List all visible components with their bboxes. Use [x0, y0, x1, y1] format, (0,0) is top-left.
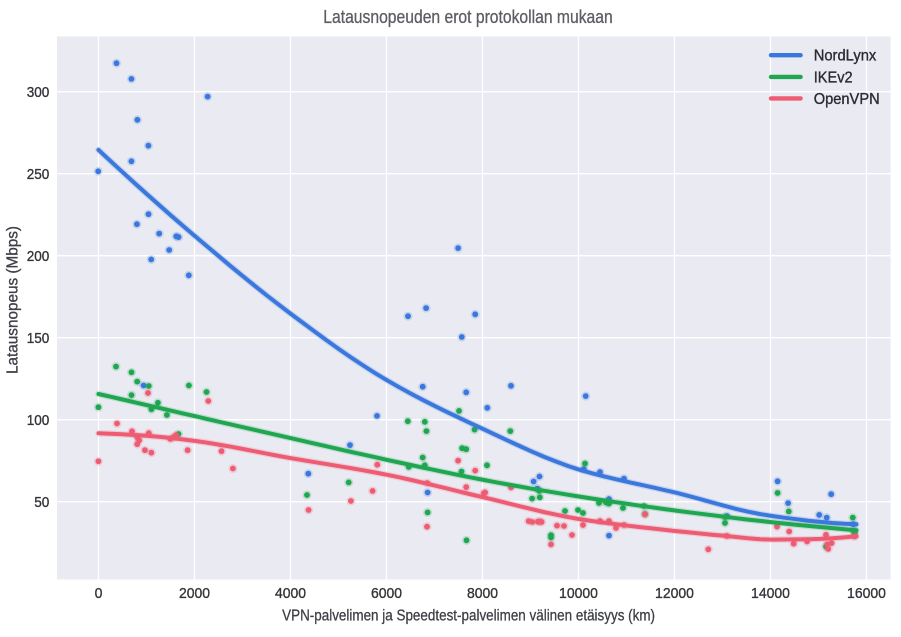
svg-text:IKEv2: IKEv2 — [814, 69, 853, 86]
svg-text:0: 0 — [95, 585, 103, 602]
svg-text:2000: 2000 — [179, 585, 210, 602]
svg-text:200: 200 — [27, 248, 50, 265]
svg-text:250: 250 — [27, 166, 50, 183]
svg-text:OpenVPN: OpenVPN — [814, 91, 880, 108]
svg-text:8000: 8000 — [467, 585, 498, 602]
svg-text:100: 100 — [27, 412, 50, 429]
svg-text:Latausnopeus (Mbps): Latausnopeus (Mbps) — [5, 226, 22, 374]
svg-text:NordLynx: NordLynx — [814, 48, 877, 65]
svg-text:50: 50 — [34, 494, 49, 511]
svg-text:16000: 16000 — [847, 585, 886, 602]
svg-text:VPN-palvelimen ja Speedtest-pa: VPN-palvelimen ja Speedtest-palvelimen v… — [282, 607, 655, 624]
svg-text:12000: 12000 — [655, 585, 694, 602]
svg-text:300: 300 — [27, 84, 50, 101]
svg-text:150: 150 — [27, 330, 50, 347]
svg-text:6000: 6000 — [371, 585, 402, 602]
svg-text:4000: 4000 — [275, 585, 306, 602]
svg-text:10000: 10000 — [559, 585, 598, 602]
svg-text:Latausnopeuden erot protokolla: Latausnopeuden erot protokollan mukaan — [323, 6, 612, 27]
svg-text:14000: 14000 — [751, 585, 790, 602]
